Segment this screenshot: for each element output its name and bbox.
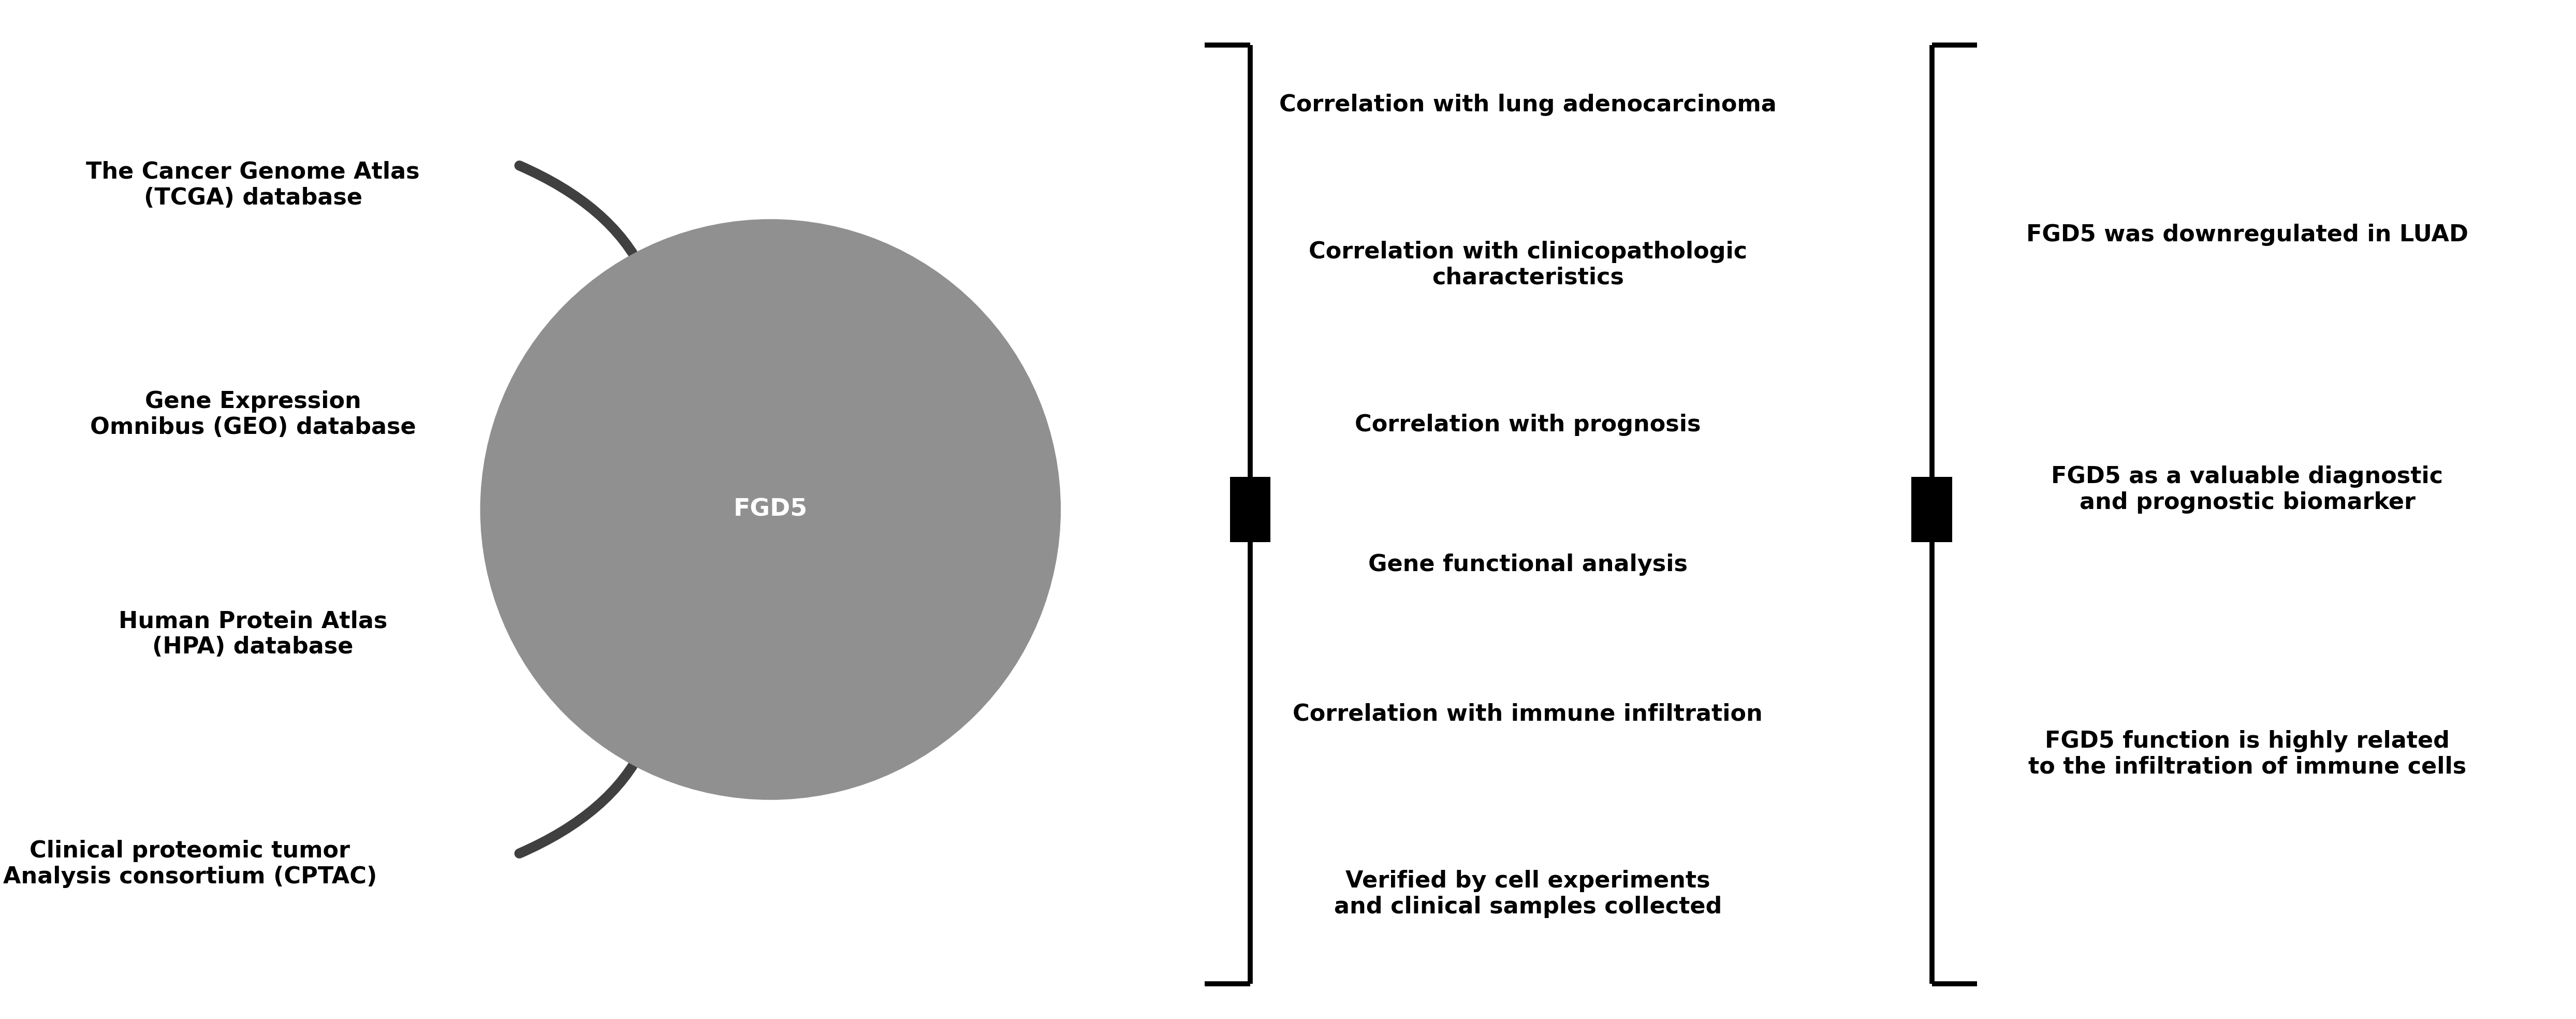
- Text: Clinical proteomic tumor
Analysis consortium (CPTAC): Clinical proteomic tumor Analysis consor…: [3, 840, 376, 888]
- Text: Gene Expression
Omnibus (GEO) database: Gene Expression Omnibus (GEO) database: [90, 390, 415, 438]
- Bar: [1229, 477, 1270, 542]
- FancyArrowPatch shape: [520, 531, 644, 634]
- Text: Verified by cell experiments
and clinical samples collected: Verified by cell experiments and clinica…: [1334, 870, 1721, 918]
- Text: Correlation with clinicopathologic
characteristics: Correlation with clinicopathologic chara…: [1309, 240, 1747, 288]
- Text: The Cancer Genome Atlas
(TCGA) database: The Cancer Genome Atlas (TCGA) database: [85, 161, 420, 209]
- Text: FGD5 was downregulated in LUAD: FGD5 was downregulated in LUAD: [2027, 224, 2468, 246]
- Bar: [1911, 477, 1953, 542]
- Text: FGD5 as a valuable diagnostic
and prognostic biomarker: FGD5 as a valuable diagnostic and progno…: [2050, 466, 2442, 514]
- Text: Correlation with lung adenocarcinoma: Correlation with lung adenocarcinoma: [1280, 94, 1777, 116]
- Text: Human Protein Atlas
(HPA) database: Human Protein Atlas (HPA) database: [118, 610, 386, 658]
- FancyArrowPatch shape: [520, 415, 641, 489]
- FancyArrowPatch shape: [520, 587, 659, 854]
- FancyArrowPatch shape: [520, 165, 659, 432]
- Text: Gene functional analysis: Gene functional analysis: [1368, 553, 1687, 576]
- Ellipse shape: [479, 219, 1061, 800]
- Text: Correlation with prognosis: Correlation with prognosis: [1355, 414, 1700, 436]
- Text: FGD5: FGD5: [734, 498, 806, 521]
- Text: Correlation with immune infiltration: Correlation with immune infiltration: [1293, 703, 1762, 726]
- Text: FGD5 function is highly related
to the infiltration of immune cells: FGD5 function is highly related to the i…: [2027, 731, 2465, 779]
